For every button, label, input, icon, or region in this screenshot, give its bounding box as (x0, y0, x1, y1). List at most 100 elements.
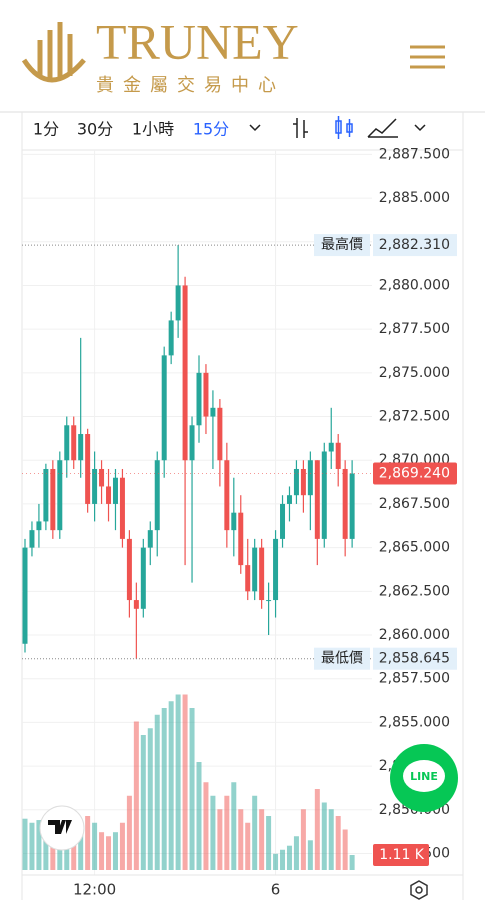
y-tick-label: 2,872.500 (379, 409, 450, 425)
volume-bar (259, 809, 265, 870)
volume-bar (342, 829, 348, 870)
candle-style-button[interactable] (335, 116, 353, 139)
volume-bar (293, 836, 299, 870)
volume-bar (273, 853, 279, 870)
style-dropdown[interactable] (414, 124, 426, 132)
y-tick-label: 2,885.000 (379, 190, 450, 206)
high-marker-value: 2,882.310 (379, 237, 450, 253)
volume-label-bg (373, 844, 429, 867)
interval-button[interactable]: 30分 (77, 120, 113, 139)
volume-bar (106, 836, 112, 870)
brand: TRUNEY (96, 13, 299, 69)
interval-button[interactable]: 1小時 (132, 120, 174, 139)
candle-body (335, 442, 341, 469)
high-marker-tag: 最高價 (321, 236, 363, 253)
candle-body (280, 503, 286, 539)
candle-body (168, 320, 174, 356)
candle-body (349, 473, 355, 539)
candle-body (210, 407, 216, 417)
candle-body (140, 547, 146, 609)
candle-body (217, 407, 223, 461)
interval-dropdown[interactable] (249, 124, 261, 132)
line-button[interactable]: LINE (390, 744, 458, 812)
y-tick-label: 2,875.000 (379, 365, 450, 381)
volume-bar (85, 816, 91, 870)
low-marker-value: 2,858.645 (379, 651, 450, 667)
high-marker-tag-bg (314, 234, 370, 257)
toolbar: 1分 30分 1小時 15分 (33, 120, 229, 139)
volume-bar (175, 694, 181, 870)
candle-body (161, 355, 167, 461)
volume-bar (119, 822, 125, 870)
volume-bar (328, 809, 334, 870)
volume-bar (307, 840, 313, 870)
bar-style-button[interactable] (293, 118, 308, 138)
volume-bar (196, 762, 202, 870)
candle-body (57, 460, 63, 531)
line-label: LINE (410, 770, 438, 783)
volume-bar (161, 708, 167, 870)
last-price-bg (373, 462, 457, 485)
chart: 12:0062,887.5002,885.0002,882.5002,880.0… (22, 146, 457, 899)
candle-body (286, 495, 292, 504)
y-tick-label: 2,887.500 (379, 146, 450, 162)
candle-body (307, 460, 313, 496)
candle-body (133, 600, 139, 609)
volume-bar (231, 782, 237, 870)
area-style-button[interactable] (367, 118, 398, 138)
volume-bar (133, 721, 139, 870)
candle-body (106, 486, 112, 504)
volume-bar (210, 795, 216, 870)
candle-body (314, 460, 320, 539)
volume-bar (335, 816, 341, 870)
candle-body (224, 460, 230, 531)
tradingview-logo[interactable] (39, 805, 85, 851)
candle-body (36, 521, 42, 531)
volume-bar (266, 816, 272, 870)
interval-button[interactable]: 1分 (33, 120, 59, 139)
volume-bar (182, 694, 188, 870)
volume-bar (78, 829, 84, 870)
volume-bar (22, 818, 28, 870)
volume-bar (50, 832, 56, 870)
candle-body (85, 434, 91, 504)
volume-bar (126, 795, 132, 870)
candle-body (182, 285, 188, 461)
candle-body (293, 468, 299, 496)
brand-subtitle: 貴金屬交易中心 (96, 75, 285, 96)
volume-bar (217, 809, 223, 870)
candle-body (78, 434, 84, 461)
candle-body (273, 538, 279, 601)
interval-button[interactable]: 15分 (193, 120, 229, 139)
low-marker-value-bg (373, 647, 457, 670)
last-price-label: 2,869.240 (379, 466, 450, 482)
high-marker-value-bg (373, 234, 457, 257)
volume-bar (224, 795, 230, 870)
candle-body (50, 468, 56, 531)
settings-button[interactable] (410, 880, 428, 900)
volume-bar (168, 701, 174, 870)
toolbar-icons (249, 116, 426, 139)
candle-body (29, 530, 35, 548)
volume-bar (286, 845, 292, 870)
volume-bar (71, 826, 77, 870)
y-tick-label: 2,880.000 (379, 277, 450, 293)
candle-body (22, 547, 28, 644)
logo-mark (21, 22, 86, 83)
candle-body (71, 425, 77, 461)
header-bg (0, 0, 485, 112)
candle-body (119, 477, 125, 539)
candle-body (112, 477, 118, 504)
candle-body (175, 285, 181, 321)
volume-bar (280, 849, 286, 870)
low-marker-tag-bg (314, 647, 370, 670)
volume-bar (154, 714, 160, 870)
menu-button[interactable] (410, 45, 445, 69)
volume-bar (252, 795, 258, 870)
volume-bar (245, 822, 251, 870)
candle-body (259, 547, 265, 601)
y-tick-label: 2,877.500 (379, 321, 450, 337)
candle-body (196, 372, 202, 426)
volume-bar (36, 820, 42, 870)
